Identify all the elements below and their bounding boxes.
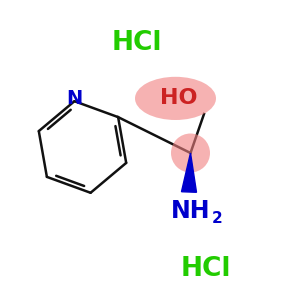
Polygon shape	[182, 153, 196, 192]
Text: NH: NH	[171, 200, 210, 224]
Ellipse shape	[135, 77, 216, 120]
Text: HCl: HCl	[111, 31, 162, 56]
Ellipse shape	[171, 134, 210, 172]
Text: 2: 2	[212, 211, 223, 226]
Text: HO: HO	[160, 88, 197, 107]
Text: HCl: HCl	[180, 256, 231, 281]
Text: N: N	[66, 89, 82, 108]
